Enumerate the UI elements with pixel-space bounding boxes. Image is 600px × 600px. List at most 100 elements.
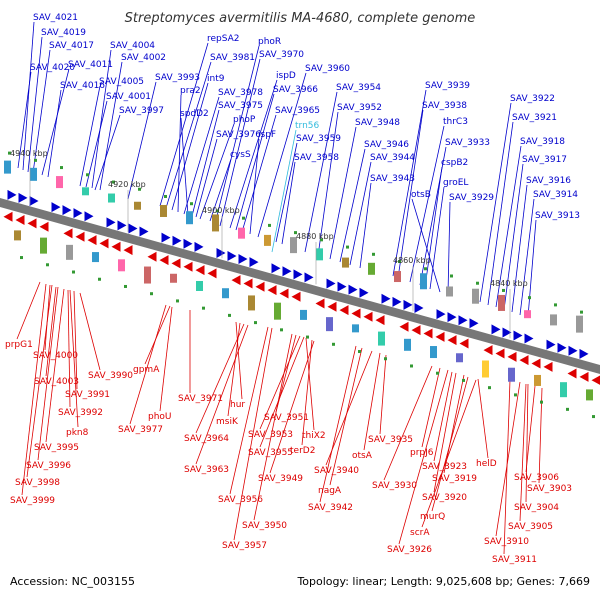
gene-label-cspb2[interactable]: cspB2 <box>441 158 468 168</box>
gene-label-sav-3990[interactable]: SAV_3990 <box>88 371 133 381</box>
gene-label-hur[interactable]: hur <box>230 400 245 410</box>
gene-label-sav-3917[interactable]: SAV_3917 <box>522 155 567 165</box>
gene-label-sav-3904[interactable]: SAV_3904 <box>514 503 559 513</box>
gene-label-sav-3935[interactable]: SAV_3935 <box>368 435 413 445</box>
gene-label-pra2[interactable]: pra2 <box>180 86 201 96</box>
gene-label-phou[interactable]: phoU <box>148 412 172 422</box>
gene-label-sav-3949[interactable]: SAV_3949 <box>258 474 303 484</box>
gene-label-sav-3981[interactable]: SAV_3981 <box>210 53 255 63</box>
gene-label-ispd[interactable]: ispD <box>276 71 296 81</box>
gene-label-sav-3975[interactable]: SAV_3975 <box>218 101 263 111</box>
gene-label-sav-3923[interactable]: SAV_3923 <box>422 462 467 472</box>
gene-label-otsb[interactable]: otsB <box>411 190 431 200</box>
gene-label-sav-4002[interactable]: SAV_4002 <box>121 53 166 63</box>
gene-label-sav-3998[interactable]: SAV_3998 <box>15 478 60 488</box>
gene-label-sav-3977[interactable]: SAV_3977 <box>118 425 163 435</box>
gene-label-sav-3933[interactable]: SAV_3933 <box>445 138 490 148</box>
gene-label-sav-3999[interactable]: SAV_3999 <box>10 496 55 506</box>
gene-label-sav-3903[interactable]: SAV_3903 <box>527 484 572 494</box>
gene-label-sav-3916[interactable]: SAV_3916 <box>526 176 571 186</box>
gene-label-sav-3954[interactable]: SAV_3954 <box>336 83 381 93</box>
gene-label-trn56[interactable]: trn56 <box>295 121 320 131</box>
gene-label-sav-3965[interactable]: SAV_3965 <box>275 106 320 116</box>
gene-label-sav-3922[interactable]: SAV_3922 <box>510 94 555 104</box>
gene-label-scra[interactable]: scrA <box>410 528 430 538</box>
gene-label-sav-3957[interactable]: SAV_3957 <box>222 541 267 551</box>
gene-label-sav-3943[interactable]: SAV_3943 <box>370 174 415 184</box>
gene-label-sav-3970[interactable]: SAV_3970 <box>259 50 304 60</box>
gene-label-sav-4017[interactable]: SAV_4017 <box>49 41 94 51</box>
gene-label-prpg1[interactable]: prpG1 <box>5 340 33 350</box>
gene-label-int9[interactable]: int9 <box>207 74 225 84</box>
gene-label-sav-3964[interactable]: SAV_3964 <box>184 434 229 444</box>
gene-label-sav-4021[interactable]: SAV_4021 <box>33 13 78 23</box>
gene-label-sav-4019[interactable]: SAV_4019 <box>41 28 86 38</box>
gene-label-sav-4001[interactable]: SAV_4001 <box>106 92 151 102</box>
gene-label-sav-3966[interactable]: SAV_3966 <box>273 85 318 95</box>
gene-label-sav-3939[interactable]: SAV_3939 <box>425 81 470 91</box>
gene-label-sav-3938[interactable]: SAV_3938 <box>422 101 467 111</box>
gene-label-msik[interactable]: msiK <box>216 417 239 427</box>
gene-label-sav-3929[interactable]: SAV_3929 <box>449 193 494 203</box>
gene-label-sav-3921[interactable]: SAV_3921 <box>512 113 557 123</box>
gene-label-sav-3920[interactable]: SAV_3920 <box>422 493 467 503</box>
gene-label-naga[interactable]: nagA <box>318 486 342 496</box>
gene-label-pkn8[interactable]: pkn8 <box>66 428 89 438</box>
gene-label-sav-3992[interactable]: SAV_3992 <box>58 408 103 418</box>
gene-label-sav-3948[interactable]: SAV_3948 <box>355 118 400 128</box>
gene-label-sav-3930[interactable]: SAV_3930 <box>372 481 417 491</box>
gene-label-sav-3940[interactable]: SAV_3940 <box>314 466 359 476</box>
gene-label-cyss[interactable]: cysS <box>230 150 251 160</box>
gene-label-thrc3[interactable]: thrC3 <box>443 117 468 127</box>
gene-label-sav-3946[interactable]: SAV_3946 <box>364 140 409 150</box>
gene-label-sav-3959[interactable]: SAV_3959 <box>296 134 341 144</box>
gene-label-repsa2[interactable]: repSA2 <box>207 34 240 44</box>
gene-label-sav-3910[interactable]: SAV_3910 <box>484 537 529 547</box>
gene-label-sav-3978[interactable]: SAV_3978 <box>218 88 263 98</box>
gene-label-sav-3960[interactable]: SAV_3960 <box>305 64 350 74</box>
gene-label-sav-3958[interactable]: SAV_3958 <box>294 153 339 163</box>
gene-label-sav-3963[interactable]: SAV_3963 <box>184 465 229 475</box>
gene-label-sav-3950[interactable]: SAV_3950 <box>242 521 287 531</box>
gene-label-sav-3919[interactable]: SAV_3919 <box>432 474 477 484</box>
gene-label-sav-3913[interactable]: SAV_3913 <box>535 211 580 221</box>
gene-label-sav-4020[interactable]: SAV_4020 <box>30 63 75 73</box>
gene-label-spdd2[interactable]: spdD2 <box>180 109 209 119</box>
gene-label-sav-3926[interactable]: SAV_3926 <box>387 545 432 555</box>
gene-label-sav-3911[interactable]: SAV_3911 <box>492 555 537 565</box>
gene-label-sav-3951[interactable]: SAV_3951 <box>264 413 309 423</box>
gene-label-murq[interactable]: murQ <box>420 512 445 522</box>
gene-label-terd2[interactable]: terD2 <box>290 446 315 456</box>
gene-label-sav-4016[interactable]: SAV_4016 <box>60 81 105 91</box>
gene-label-sav-3918[interactable]: SAV_3918 <box>520 137 565 147</box>
gene-label-sav-4000[interactable]: SAV_4000 <box>33 351 78 361</box>
gene-label-sav-3944[interactable]: SAV_3944 <box>370 153 415 163</box>
gene-label-sav-3955[interactable]: SAV_3955 <box>248 448 293 458</box>
gene-label-sav-4011[interactable]: SAV_4011 <box>68 60 113 70</box>
gene-label-sav-3995[interactable]: SAV_3995 <box>34 443 79 453</box>
gene-label-gpma[interactable]: gpmA <box>133 365 160 375</box>
gene-label-otsa[interactable]: otsA <box>352 451 373 461</box>
gene-label-phop[interactable]: phoP <box>233 115 256 125</box>
gene-label-sav-3914[interactable]: SAV_3914 <box>533 190 578 200</box>
gene-label-sav-4005[interactable]: SAV_4005 <box>99 77 144 87</box>
gene-label-sav-3905[interactable]: SAV_3905 <box>508 522 553 532</box>
gene-label-sav-3976[interactable]: SAV_3976 <box>216 130 261 140</box>
gene-label-sav-3971[interactable]: SAV_3971 <box>178 394 223 404</box>
gene-label-sav-4004[interactable]: SAV_4004 <box>110 41 155 51</box>
gene-label-sav-4003[interactable]: SAV_4003 <box>34 377 79 387</box>
gene-label-phor[interactable]: phoR <box>258 37 281 47</box>
gene-label-held[interactable]: helD <box>476 459 497 469</box>
gene-label-thix2[interactable]: thiX2 <box>302 431 326 441</box>
gene-label-prpj6[interactable]: prpJ6 <box>410 448 434 458</box>
gene-label-sav-3952[interactable]: SAV_3952 <box>337 103 382 113</box>
gene-label-sav-3906[interactable]: SAV_3906 <box>514 473 559 483</box>
gene-label-sav-3991[interactable]: SAV_3991 <box>65 390 110 400</box>
gene-label-ispf[interactable]: ispF <box>258 130 276 140</box>
gene-label-sav-3993[interactable]: SAV_3993 <box>155 73 200 83</box>
gene-label-sav-3996[interactable]: SAV_3996 <box>26 461 71 471</box>
gene-label-sav-3942[interactable]: SAV_3942 <box>308 503 353 513</box>
gene-label-sav-3953[interactable]: SAV_3953 <box>248 430 293 440</box>
gene-label-sav-3997[interactable]: SAV_3997 <box>119 106 164 116</box>
gene-label-sav-3956[interactable]: SAV_3956 <box>218 495 263 505</box>
